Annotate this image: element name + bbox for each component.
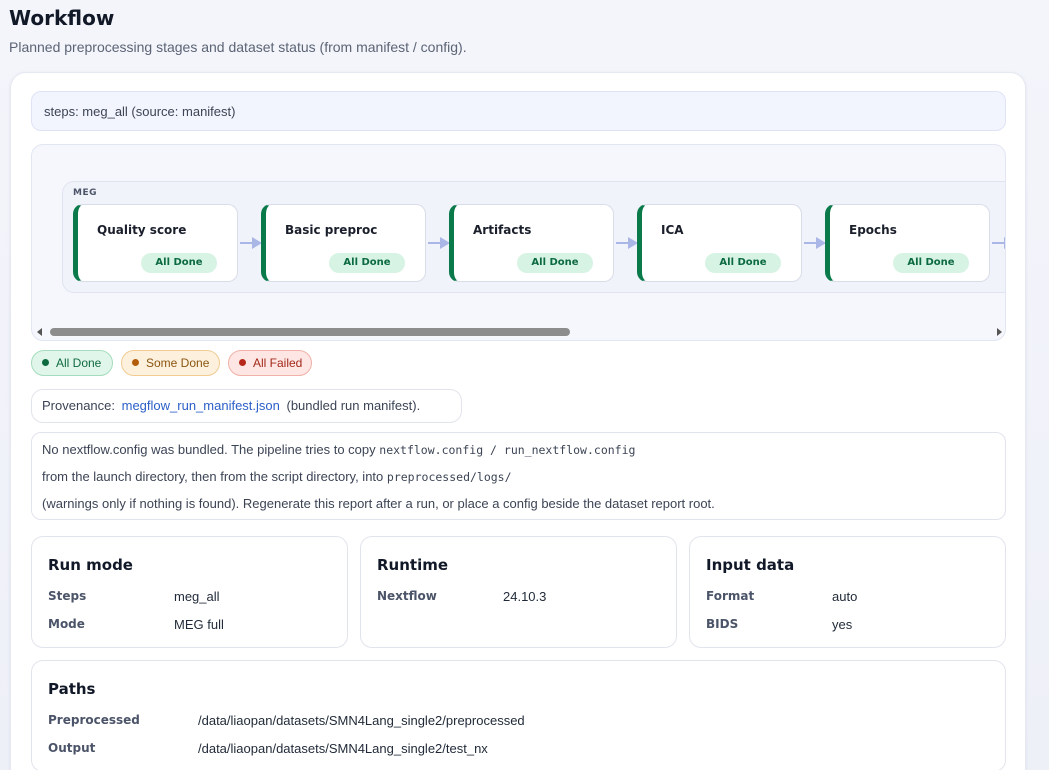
legend-label: Some Done xyxy=(146,356,210,370)
stage-name: Basic preproc xyxy=(285,223,378,237)
stage-epochs[interactable]: Epochs All Done xyxy=(825,204,990,282)
kv-value: /data/liaopan/datasets/SMN4Lang_single2/… xyxy=(198,713,525,728)
scroll-thumb[interactable] xyxy=(50,328,570,336)
stage-name: ICA xyxy=(661,223,684,237)
kv-key: BIDS xyxy=(706,617,739,631)
provenance-suffix: (bundled run manifest). xyxy=(286,398,421,413)
legend-all-failed: All Failed xyxy=(228,350,312,376)
config-note: No nextflow.config was bundled. The pipe… xyxy=(31,432,1006,520)
legend-some-done: Some Done xyxy=(121,350,220,376)
run-mode-panel: Run mode Steps meg_all Mode MEG full xyxy=(31,536,348,648)
kv-key: Steps xyxy=(48,589,87,603)
status-badge: All Done xyxy=(329,253,405,273)
kv-value: yes xyxy=(832,617,853,632)
arrow-right-icon xyxy=(240,237,262,249)
steps-bar: steps: meg_all (source: manifest) xyxy=(31,91,1006,131)
page-title: Workflow xyxy=(9,6,115,30)
arrow-right-icon xyxy=(992,237,1005,249)
workflow-card: steps: meg_all (source: manifest) MEG Qu… xyxy=(10,72,1026,770)
status-badge: All Done xyxy=(141,253,217,273)
stage-name: Epochs xyxy=(849,223,897,237)
legend-label: All Failed xyxy=(253,356,303,370)
kv-key: Preprocessed xyxy=(48,713,140,727)
stage-basic-preproc[interactable]: Basic preproc All Done xyxy=(261,204,426,282)
panel-title: Paths xyxy=(48,680,96,698)
kv-key: Output xyxy=(48,741,96,755)
dot-icon xyxy=(132,359,139,366)
paths-panel: Paths Preprocessed /data/liaopan/dataset… xyxy=(31,660,1006,770)
legend-all-done: All Done xyxy=(31,350,113,376)
scroll-right-icon[interactable] xyxy=(997,328,1002,336)
stage-artifacts[interactable]: Artifacts All Done xyxy=(449,204,614,282)
kv-key: Mode xyxy=(48,617,85,631)
lane-label: MEG xyxy=(73,188,97,198)
meg-lane: MEG Quality score All Done Basic preproc… xyxy=(62,181,1005,293)
kv-value: MEG full xyxy=(174,617,224,632)
input-data-panel: Input data Format auto BIDS yes xyxy=(689,536,1006,648)
scroll-left-icon[interactable] xyxy=(37,328,42,336)
arrow-right-icon xyxy=(428,237,450,249)
status-badge: All Done xyxy=(705,253,781,273)
provenance-label: Provenance: xyxy=(42,398,115,413)
note-text: No nextflow.config was bundled. The pipe… xyxy=(42,442,376,457)
kv-value: /data/liaopan/datasets/SMN4Lang_single2/… xyxy=(198,741,488,756)
legend-label: All Done xyxy=(56,356,102,370)
note-code: preprocessed/logs/ xyxy=(386,470,512,484)
horizontal-scrollbar[interactable] xyxy=(32,325,1005,339)
stage-quality-score[interactable]: Quality score All Done xyxy=(73,204,238,282)
note-text: (warnings only if nothing is found). Reg… xyxy=(42,496,715,511)
stage-ica[interactable]: ICA All Done xyxy=(637,204,802,282)
panel-title: Runtime xyxy=(377,556,449,574)
kv-value: 24.10.3 xyxy=(503,589,547,604)
kv-value: meg_all xyxy=(174,589,220,604)
kv-key: Nextflow xyxy=(377,589,437,603)
kv-key: Format xyxy=(706,589,755,603)
dot-icon xyxy=(239,359,246,366)
arrow-right-icon xyxy=(616,237,638,249)
panel-title: Input data xyxy=(706,556,795,574)
status-badge: All Done xyxy=(517,253,593,273)
dot-icon xyxy=(42,359,49,366)
page-subtitle: Planned preprocessing stages and dataset… xyxy=(9,39,467,55)
provenance: Provenance: megflow_run_manifest.json (b… xyxy=(31,389,462,423)
arrow-right-icon xyxy=(804,237,826,249)
runtime-panel: Runtime Nextflow 24.10.3 xyxy=(360,536,677,648)
note-code: nextflow.config / run_nextflow.config xyxy=(379,443,636,457)
kv-value: auto xyxy=(832,589,858,604)
manifest-link[interactable]: megflow_run_manifest.json xyxy=(121,398,280,413)
stage-name: Artifacts xyxy=(473,223,532,237)
note-text: from the launch directory, then from the… xyxy=(42,469,384,484)
panel-title: Run mode xyxy=(48,556,133,574)
stage-name: Quality score xyxy=(97,223,187,237)
status-badge: All Done xyxy=(893,253,969,273)
pipeline-view[interactable]: MEG Quality score All Done Basic preproc… xyxy=(31,144,1006,341)
